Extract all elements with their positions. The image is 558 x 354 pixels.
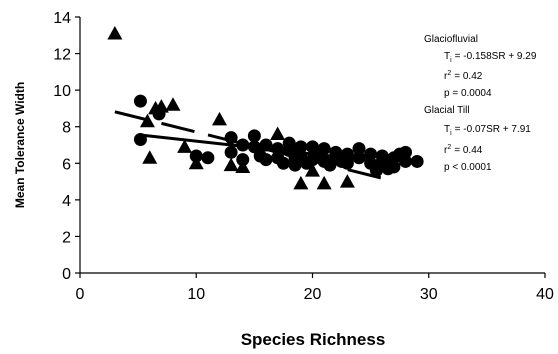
point-glacial-till (399, 145, 412, 159)
point-glacial-till (259, 153, 273, 167)
y-tick-label: 4 (62, 193, 71, 210)
x-tick-label: 0 (76, 286, 85, 303)
point-glacial-till (387, 160, 401, 174)
point-glacial-till (224, 131, 238, 145)
point-glacial-till (294, 140, 308, 154)
equation-lhs: T (444, 51, 450, 62)
annotation-p-value: p = 0.0004 (444, 88, 492, 99)
point-glaciofluvial (339, 174, 355, 188)
r2-superscript: 2 (447, 144, 451, 151)
point-glaciofluvial (223, 157, 239, 172)
point-glacial-till (133, 94, 147, 108)
equation-rhs: = -0.07SR + 7.91 (455, 124, 532, 135)
point-glacial-till (133, 133, 147, 147)
y-tick-label: 10 (53, 83, 71, 100)
annotation-r2: r2 = 0.44 (444, 144, 483, 156)
point-glacial-till (271, 142, 285, 156)
x-tick-label: 30 (420, 286, 438, 303)
y-tick-label: 12 (53, 47, 71, 64)
point-glacial-till (224, 145, 238, 159)
annotation-glaciofluvial: Glaciofluvial Ti = -0.158SR + 9.29 r2 = 0.… (424, 34, 537, 99)
point-glacial-till (340, 156, 354, 170)
point-glaciofluvial (270, 126, 286, 141)
point-glacial-till (317, 142, 331, 156)
point-glaciofluvial (107, 25, 123, 40)
r2-value: = 0.44 (454, 145, 483, 156)
equation-subscript: i (450, 57, 452, 64)
point-glaciofluvial (305, 163, 320, 177)
x-tick-label: 40 (536, 286, 554, 303)
point-glaciofluvial (212, 111, 227, 126)
point-glaciofluvial (177, 139, 193, 153)
equation-lhs: T (444, 124, 450, 135)
point-glacial-till (364, 147, 378, 161)
equation-subscript: i (450, 130, 452, 137)
x-tick-label: 10 (187, 286, 205, 303)
point-glaciofluvial (139, 113, 155, 128)
point-glacial-till (236, 153, 250, 167)
point-glaciofluvial (188, 155, 204, 170)
point-glacial-till (201, 151, 215, 165)
r2-value: = 0.42 (454, 71, 483, 82)
point-glacial-till (410, 154, 424, 168)
y-tick-label: 0 (62, 266, 71, 283)
point-glacial-till (259, 138, 273, 152)
r2-label: r (444, 71, 448, 82)
point-glacial-till (236, 138, 250, 152)
annotation-equation: Ti = -0.158SR + 9.29 (444, 51, 537, 64)
point-glacial-till (340, 147, 354, 161)
point-glacial-till (247, 129, 261, 143)
y-tick-label: 8 (62, 120, 71, 137)
point-glacial-till (399, 154, 412, 168)
annotation-r2: r2 = 0.42 (444, 70, 483, 82)
point-glacial-till (276, 156, 290, 170)
annotation-glacial-till: Glacial Till Ti = -0.07SR + 7.91 r2 = 0.44… (424, 105, 531, 173)
point-glacial-till (352, 142, 366, 156)
point-glacial-till (189, 149, 203, 163)
equation-rhs: = -0.158SR + 9.29 (455, 51, 537, 62)
y-tick-label: 14 (53, 10, 71, 27)
annotation-p-value: p < 0.0001 (444, 162, 492, 173)
point-glaciofluvial (165, 97, 181, 111)
ticks: 0 2 4 6 8 10 12 14 0 10 20 30 40 (53, 10, 554, 303)
y-tick-label: 2 (62, 229, 71, 246)
annotation-equation: Ti = -0.07SR + 7.91 (444, 124, 531, 137)
point-glaciofluvial (316, 175, 332, 190)
point-glacial-till (152, 107, 166, 121)
point-glaciofluvial (293, 175, 309, 190)
point-glacial-till (352, 151, 366, 165)
annotation-title: Glaciofluvial (424, 34, 478, 45)
x-axis-title: Species Richness (241, 330, 386, 349)
y-tick-label: 6 (62, 156, 71, 173)
point-glaciofluvial (235, 159, 251, 173)
point-glaciofluvial (142, 150, 158, 164)
data-points (107, 25, 424, 190)
annotation-title: Glacial Till (424, 105, 470, 116)
r2-label: r (444, 145, 448, 156)
x-tick-label: 20 (304, 286, 322, 303)
r2-superscript: 2 (447, 70, 451, 77)
y-axis-title: Mean Tolerance Width (13, 82, 27, 208)
